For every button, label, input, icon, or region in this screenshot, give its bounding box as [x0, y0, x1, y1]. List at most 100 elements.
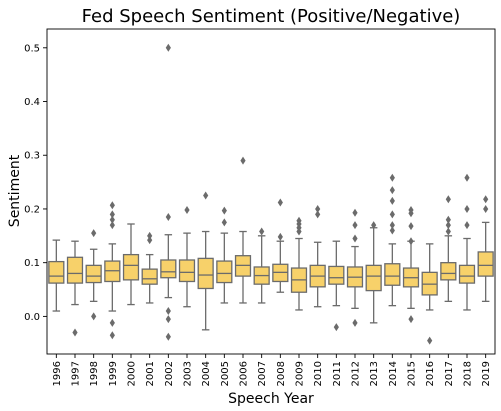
box-1996 [48, 239, 65, 312]
outlier-2003-0 [184, 206, 190, 215]
outlier-2014-3 [389, 210, 395, 219]
outlier-2010-0 [315, 204, 321, 213]
outlier-2016-0 [427, 336, 433, 345]
outlier-2009-3 [296, 227, 302, 236]
x-tick-label-2002: 2002 [164, 361, 175, 386]
box-body-2001 [141, 268, 158, 285]
box-body-2013 [365, 264, 382, 292]
outlier-2008-0 [277, 198, 283, 207]
y-tick-label-2: 0.2 [24, 204, 40, 215]
box-2016 [421, 243, 438, 345]
outlier-2014-2 [389, 196, 395, 205]
x-tick-label-2012: 2012 [351, 361, 362, 386]
box-2011 [328, 240, 345, 332]
outlier-2005-0 [221, 206, 227, 215]
x-tick-label-2008: 2008 [276, 361, 287, 386]
box-body-1996 [48, 260, 65, 284]
outlier-2002-1 [165, 213, 171, 222]
outlier-2010-1 [315, 210, 321, 219]
box-2000 [122, 223, 140, 306]
outlier-2012-0 [352, 208, 358, 217]
outlier-1999-0 [109, 201, 115, 210]
chart-title: Fed Speech Sentiment (Positive/Negative) [82, 6, 461, 27]
outlier-2019-0 [483, 195, 489, 204]
box-body-2018 [458, 264, 476, 284]
outlier-1998-1 [91, 312, 97, 321]
box-body-2014 [384, 263, 401, 286]
outlier-2001-0 [147, 231, 153, 240]
x-tick-label-2017: 2017 [444, 361, 455, 386]
box-series [48, 43, 494, 345]
outlier-2014-0 [389, 173, 395, 182]
outlier-1997-0 [72, 328, 78, 337]
box-1998 [85, 229, 102, 321]
box-1997 [66, 240, 84, 337]
outlier-1999-3 [109, 221, 115, 230]
outlier-2017-1 [445, 215, 451, 224]
box-body-2000 [122, 253, 140, 281]
box-2009 [290, 216, 308, 311]
x-tick-label-2015: 2015 [407, 361, 418, 386]
x-tick-label-2018: 2018 [463, 361, 474, 386]
x-axis-label: Speech Year [228, 391, 314, 407]
x-tick-label-1997: 1997 [71, 361, 82, 386]
y-tick-label-4: 0.4 [24, 97, 40, 108]
outlier-2011-0 [333, 323, 339, 332]
x-axis-ticks: 1996 1997 1998 1999 2000 2001 2002 2003 2004 2005… [52, 354, 492, 386]
y-tick-label-0: 0.0 [24, 312, 40, 323]
box-2014 [384, 173, 401, 307]
y-tick-label-3: 0.3 [24, 151, 40, 162]
box-body-1998 [85, 264, 102, 284]
outlier-1998-0 [91, 229, 97, 238]
outlier-2012-2 [352, 234, 358, 243]
x-tick-label-1996: 1996 [52, 361, 63, 386]
outlier-2018-0 [464, 173, 470, 182]
outlier-2002-3 [165, 315, 171, 324]
outlier-2012-1 [352, 221, 358, 230]
x-tick-label-1998: 1998 [89, 361, 100, 386]
x-tick-label-2019: 2019 [481, 361, 492, 386]
outlier-2012-3 [352, 318, 358, 327]
box-2002 [160, 43, 177, 341]
outlier-2001-1 [147, 236, 153, 245]
outlier-2008-1 [277, 232, 283, 241]
box-body-2019 [477, 251, 494, 277]
box-body-2003 [178, 259, 196, 283]
y-axis-label: Sentiment [7, 154, 23, 227]
box-body-2005 [216, 260, 233, 284]
outlier-2005-1 [221, 218, 227, 227]
box-2015 [402, 206, 420, 324]
outlier-2013-0 [371, 221, 377, 230]
box-2013 [365, 221, 382, 324]
outlier-2019-1 [483, 204, 489, 213]
outlier-2007-0 [259, 227, 265, 236]
box-2010 [309, 204, 326, 308]
outlier-1999-1 [109, 210, 115, 219]
x-tick-label-2011: 2011 [332, 361, 343, 386]
box-body-2017 [440, 262, 457, 281]
outlier-2002-2 [165, 307, 171, 316]
outlier-2015-1 [408, 209, 414, 218]
outlier-2018-1 [464, 204, 470, 213]
outlier-1999-4 [109, 318, 115, 327]
x-tick-label-2003: 2003 [183, 361, 194, 386]
outlier-2006-0 [240, 156, 246, 165]
y-tick-label-5: 0.5 [24, 43, 40, 54]
box-2003 [178, 206, 196, 308]
x-tick-label-1999: 1999 [108, 361, 119, 386]
x-tick-label-2014: 2014 [388, 361, 399, 386]
y-tick-label-1: 0.1 [24, 258, 40, 269]
box-body-1997 [66, 256, 84, 284]
x-tick-label-2013: 2013 [369, 361, 380, 386]
box-2019 [477, 195, 494, 303]
box-2007 [253, 227, 270, 304]
box-2005 [216, 206, 233, 304]
x-tick-label-2009: 2009 [295, 361, 306, 386]
box-body-2004 [197, 257, 214, 290]
box-body-2002 [160, 259, 177, 279]
outlier-2002-4 [165, 332, 171, 341]
x-tick-label-2004: 2004 [201, 361, 212, 386]
box-body-2011 [328, 265, 345, 285]
outlier-2017-0 [445, 195, 451, 204]
